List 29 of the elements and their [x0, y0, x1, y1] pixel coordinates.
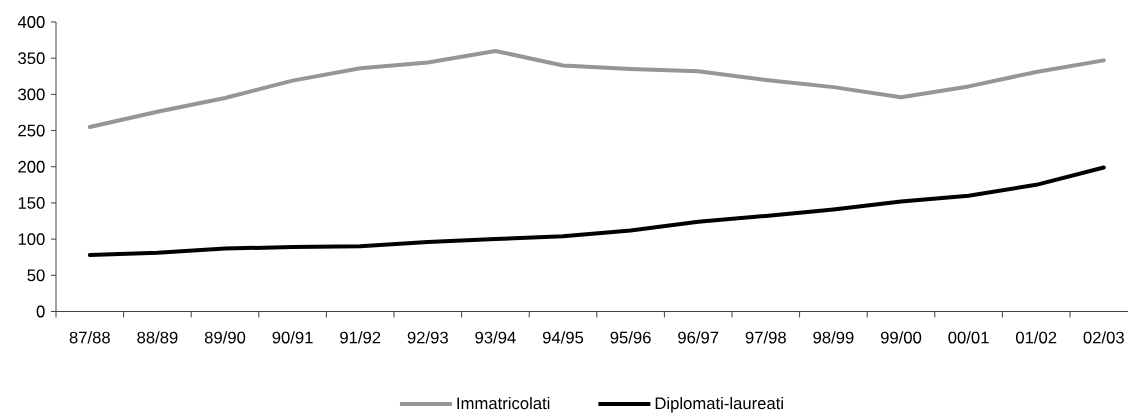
legend-label: Diplomati-laureati: [655, 396, 783, 413]
x-tick-label: 02/03: [1083, 331, 1124, 344]
x-tick-label: 90/91: [272, 331, 313, 344]
x-tick-label: 95/96: [610, 331, 651, 344]
y-tick-label: 150: [18, 197, 45, 209]
x-tick-label: 96/97: [678, 331, 719, 344]
y-tick-label: 350: [18, 52, 45, 65]
x-tick-label: 91/92: [340, 331, 381, 344]
x-tick-label: 01/02: [1015, 331, 1057, 344]
x-tick-label: 92/93: [407, 331, 448, 344]
x-tick-label: 00/01: [948, 331, 989, 344]
line-series: [87, 48, 1106, 129]
x-tick-label: 98/99: [813, 331, 854, 344]
y-tick-label: 200: [18, 160, 45, 173]
y-tick-label: 300: [18, 88, 45, 101]
y-tick-label: 50: [27, 269, 45, 282]
y-tick-label: 0: [36, 305, 45, 318]
y-tick-label: 250: [18, 124, 45, 137]
x-tick-label: 93/94: [475, 331, 516, 344]
x-tick-label: 89/90: [204, 331, 246, 344]
x-tick-label: 87/88: [69, 331, 110, 344]
y-tick-label: 400: [17, 16, 45, 28]
y-tick-label: 100: [18, 233, 45, 246]
x-tick-label: 99/00: [880, 331, 922, 344]
legend-label: Immatricolati: [457, 396, 550, 410]
x-tick-label: 88/89: [137, 331, 178, 344]
line-series: [87, 165, 1106, 258]
x-tick-label: 97/98: [745, 331, 786, 344]
x-tick-label: 94/95: [542, 331, 584, 344]
